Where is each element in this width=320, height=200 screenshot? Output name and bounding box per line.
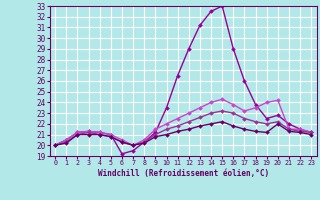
X-axis label: Windchill (Refroidissement éolien,°C): Windchill (Refroidissement éolien,°C) [98,169,269,178]
